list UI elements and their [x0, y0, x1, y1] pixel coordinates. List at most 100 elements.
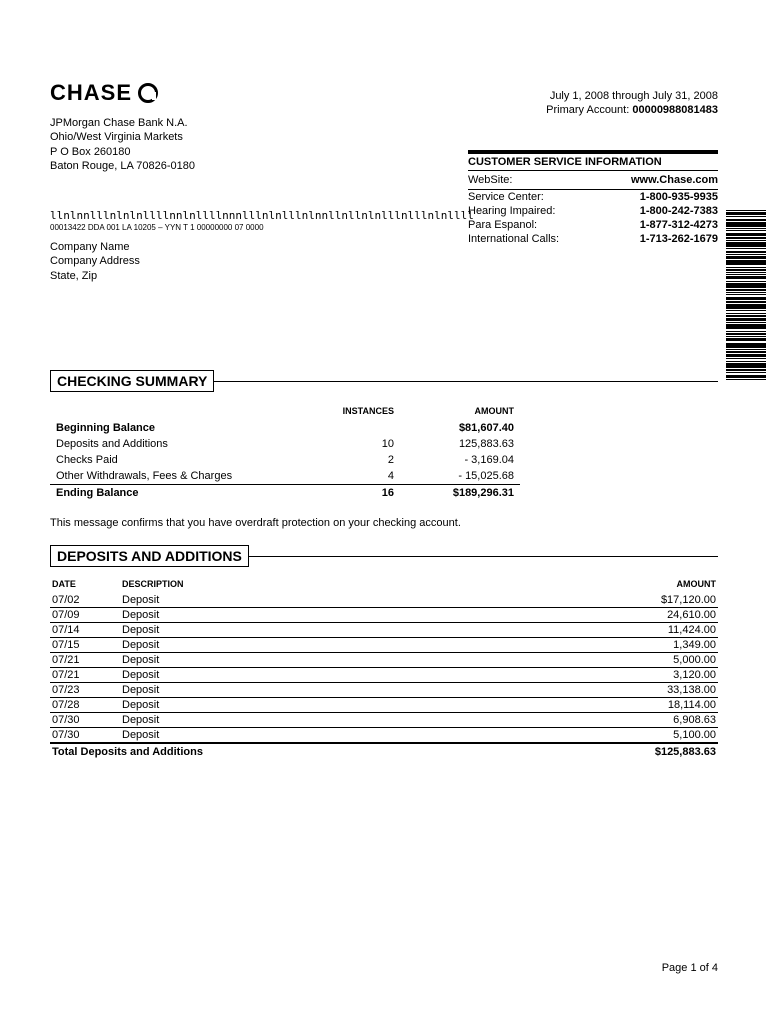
- deposits-col-amount: AMOUNT: [458, 575, 718, 593]
- deposit-row: 07/23Deposit33,138.00: [50, 683, 718, 698]
- checking-summary-title: CHECKING SUMMARY: [50, 370, 214, 392]
- period-range: July 1, 2008 through July 31, 2008: [546, 90, 718, 102]
- deposit-desc: Deposit: [120, 698, 458, 713]
- deposit-desc: Deposit: [120, 623, 458, 638]
- summary-amount: 125,883.63: [400, 436, 520, 452]
- summary-instances: [300, 420, 400, 436]
- bank-address: JPMorgan Chase Bank N.A. Ohio/West Virgi…: [50, 116, 195, 173]
- bank-logo: CHASE: [50, 80, 195, 106]
- statement-period: July 1, 2008 through July 31, 2008 Prima…: [546, 90, 718, 116]
- deposit-amount: 33,138.00: [458, 683, 718, 698]
- deposit-row: 07/09Deposit24,610.00: [50, 608, 718, 623]
- deposit-date: 07/02: [50, 593, 120, 608]
- deposit-amount: 1,349.00: [458, 638, 718, 653]
- summary-col-instances: INSTANCES: [300, 402, 400, 420]
- summary-label: Other Withdrawals, Fees & Charges: [50, 468, 300, 485]
- overdraft-message: This message confirms that you have over…: [50, 517, 718, 529]
- cs-value: 1-877-312-4273: [640, 219, 718, 231]
- section-rule: [249, 556, 718, 557]
- account-number: 00000988081483: [632, 104, 718, 116]
- customer-service-box: CUSTOMER SERVICE INFORMATION WebSite: www…: [468, 150, 718, 246]
- recipient-address: Company Name Company Address State, Zip: [50, 240, 474, 283]
- summary-row: Deposits and Additions10125,883.63: [50, 436, 520, 452]
- chase-octagon-icon: [138, 83, 158, 103]
- checking-summary-table: INSTANCES AMOUNT Beginning Balance $81,60…: [50, 402, 520, 501]
- cs-value: 1-713-262-1679: [640, 233, 718, 245]
- customer-service-row: Service Center: 1-800-935-9935: [468, 190, 718, 204]
- deposit-row: 07/21Deposit5,000.00: [50, 653, 718, 668]
- cs-label: International Calls:: [468, 233, 559, 245]
- customer-service-row: Hearing Impaired: 1-800-242-7383: [468, 204, 718, 218]
- summary-row: Beginning Balance $81,607.40: [50, 420, 520, 436]
- summary-amount: $189,296.31: [400, 485, 520, 502]
- deposit-date: 07/14: [50, 623, 120, 638]
- deposit-row: 07/14Deposit11,424.00: [50, 623, 718, 638]
- bank-pobox: P O Box 260180: [50, 145, 195, 159]
- deposit-row: 07/21Deposit3,120.00: [50, 668, 718, 683]
- deposit-desc: Deposit: [120, 593, 458, 608]
- summary-amount: $81,607.40: [400, 420, 520, 436]
- summary-label: Ending Balance: [50, 485, 300, 502]
- summary-label: Checks Paid: [50, 452, 300, 468]
- cs-label: Service Center:: [468, 191, 544, 203]
- deposits-total-amount: $125,883.63: [458, 743, 718, 759]
- deposit-desc: Deposit: [120, 713, 458, 728]
- deposits-total-row: Total Deposits and Additions$125,883.63: [50, 743, 718, 759]
- deposit-amount: 5,000.00: [458, 653, 718, 668]
- account-label: Primary Account:: [546, 104, 629, 116]
- deposit-amount: $17,120.00: [458, 593, 718, 608]
- postal-sub: 00013422 DDA 001 LA 10205 – YYN T 1 0000…: [50, 223, 474, 232]
- cs-value: 1-800-935-9935: [640, 191, 718, 203]
- deposits-header: DEPOSITS AND ADDITIONS: [50, 545, 718, 567]
- deposits-table: DATE DESCRIPTION AMOUNT 07/02Deposit$17,…: [50, 575, 718, 759]
- deposits-total-label: Total Deposits and Additions: [50, 743, 458, 759]
- summary-label: Beginning Balance: [50, 420, 300, 436]
- deposit-date: 07/30: [50, 713, 120, 728]
- cs-label: Hearing Impaired:: [468, 205, 555, 217]
- customer-service-row: Para Espanol:1-877-312-4273: [468, 218, 718, 232]
- deposit-date: 07/21: [50, 653, 120, 668]
- summary-row: Other Withdrawals, Fees & Charges4- 15,0…: [50, 468, 520, 485]
- summary-instances: 16: [300, 485, 400, 502]
- deposit-row: 07/30Deposit6,908.63: [50, 713, 718, 728]
- summary-amount: - 3,169.04: [400, 452, 520, 468]
- deposit-amount: 11,424.00: [458, 623, 718, 638]
- summary-row: Ending Balance16$189,296.31: [50, 485, 520, 502]
- summary-label: Deposits and Additions: [50, 436, 300, 452]
- postal-barcode: llnlnnlllnlnlnllllnnlnllllnnnlllnlnlllnl…: [50, 210, 474, 221]
- page-footer: Page 1 of 4: [662, 962, 718, 974]
- deposits-title: DEPOSITS AND ADDITIONS: [50, 545, 249, 567]
- cs-label: WebSite:: [468, 174, 512, 186]
- cs-value: 1-800-242-7383: [640, 205, 718, 217]
- company-statezip: State, Zip: [50, 269, 474, 283]
- deposit-desc: Deposit: [120, 728, 458, 744]
- deposit-date: 07/30: [50, 728, 120, 744]
- deposit-desc: Deposit: [120, 608, 458, 623]
- deposit-desc: Deposit: [120, 638, 458, 653]
- deposit-amount: 24,610.00: [458, 608, 718, 623]
- summary-instances: 10: [300, 436, 400, 452]
- deposit-date: 07/28: [50, 698, 120, 713]
- cs-value: www.Chase.com: [631, 174, 718, 186]
- summary-col-amount: AMOUNT: [400, 402, 520, 420]
- deposit-row: 07/02Deposit$17,120.00: [50, 593, 718, 608]
- deposit-date: 07/23: [50, 683, 120, 698]
- section-rule: [214, 381, 718, 382]
- bank-logo-text: CHASE: [50, 80, 132, 106]
- deposits-col-date: DATE: [50, 575, 120, 593]
- deposit-row: 07/15Deposit1,349.00: [50, 638, 718, 653]
- bank-name: JPMorgan Chase Bank N.A.: [50, 116, 195, 130]
- deposit-row: 07/30Deposit5,100.00: [50, 728, 718, 744]
- deposit-amount: 18,114.00: [458, 698, 718, 713]
- summary-col-blank: [50, 402, 300, 420]
- customer-service-row: WebSite: www.Chase.com: [468, 171, 718, 190]
- deposit-amount: 3,120.00: [458, 668, 718, 683]
- deposit-desc: Deposit: [120, 683, 458, 698]
- summary-instances: 2: [300, 452, 400, 468]
- deposits-col-desc: DESCRIPTION: [120, 575, 458, 593]
- deposit-date: 07/09: [50, 608, 120, 623]
- deposit-date: 07/21: [50, 668, 120, 683]
- company-address: Company Address: [50, 254, 474, 268]
- customer-service-title: CUSTOMER SERVICE INFORMATION: [468, 150, 718, 171]
- summary-amount: - 15,025.68: [400, 468, 520, 485]
